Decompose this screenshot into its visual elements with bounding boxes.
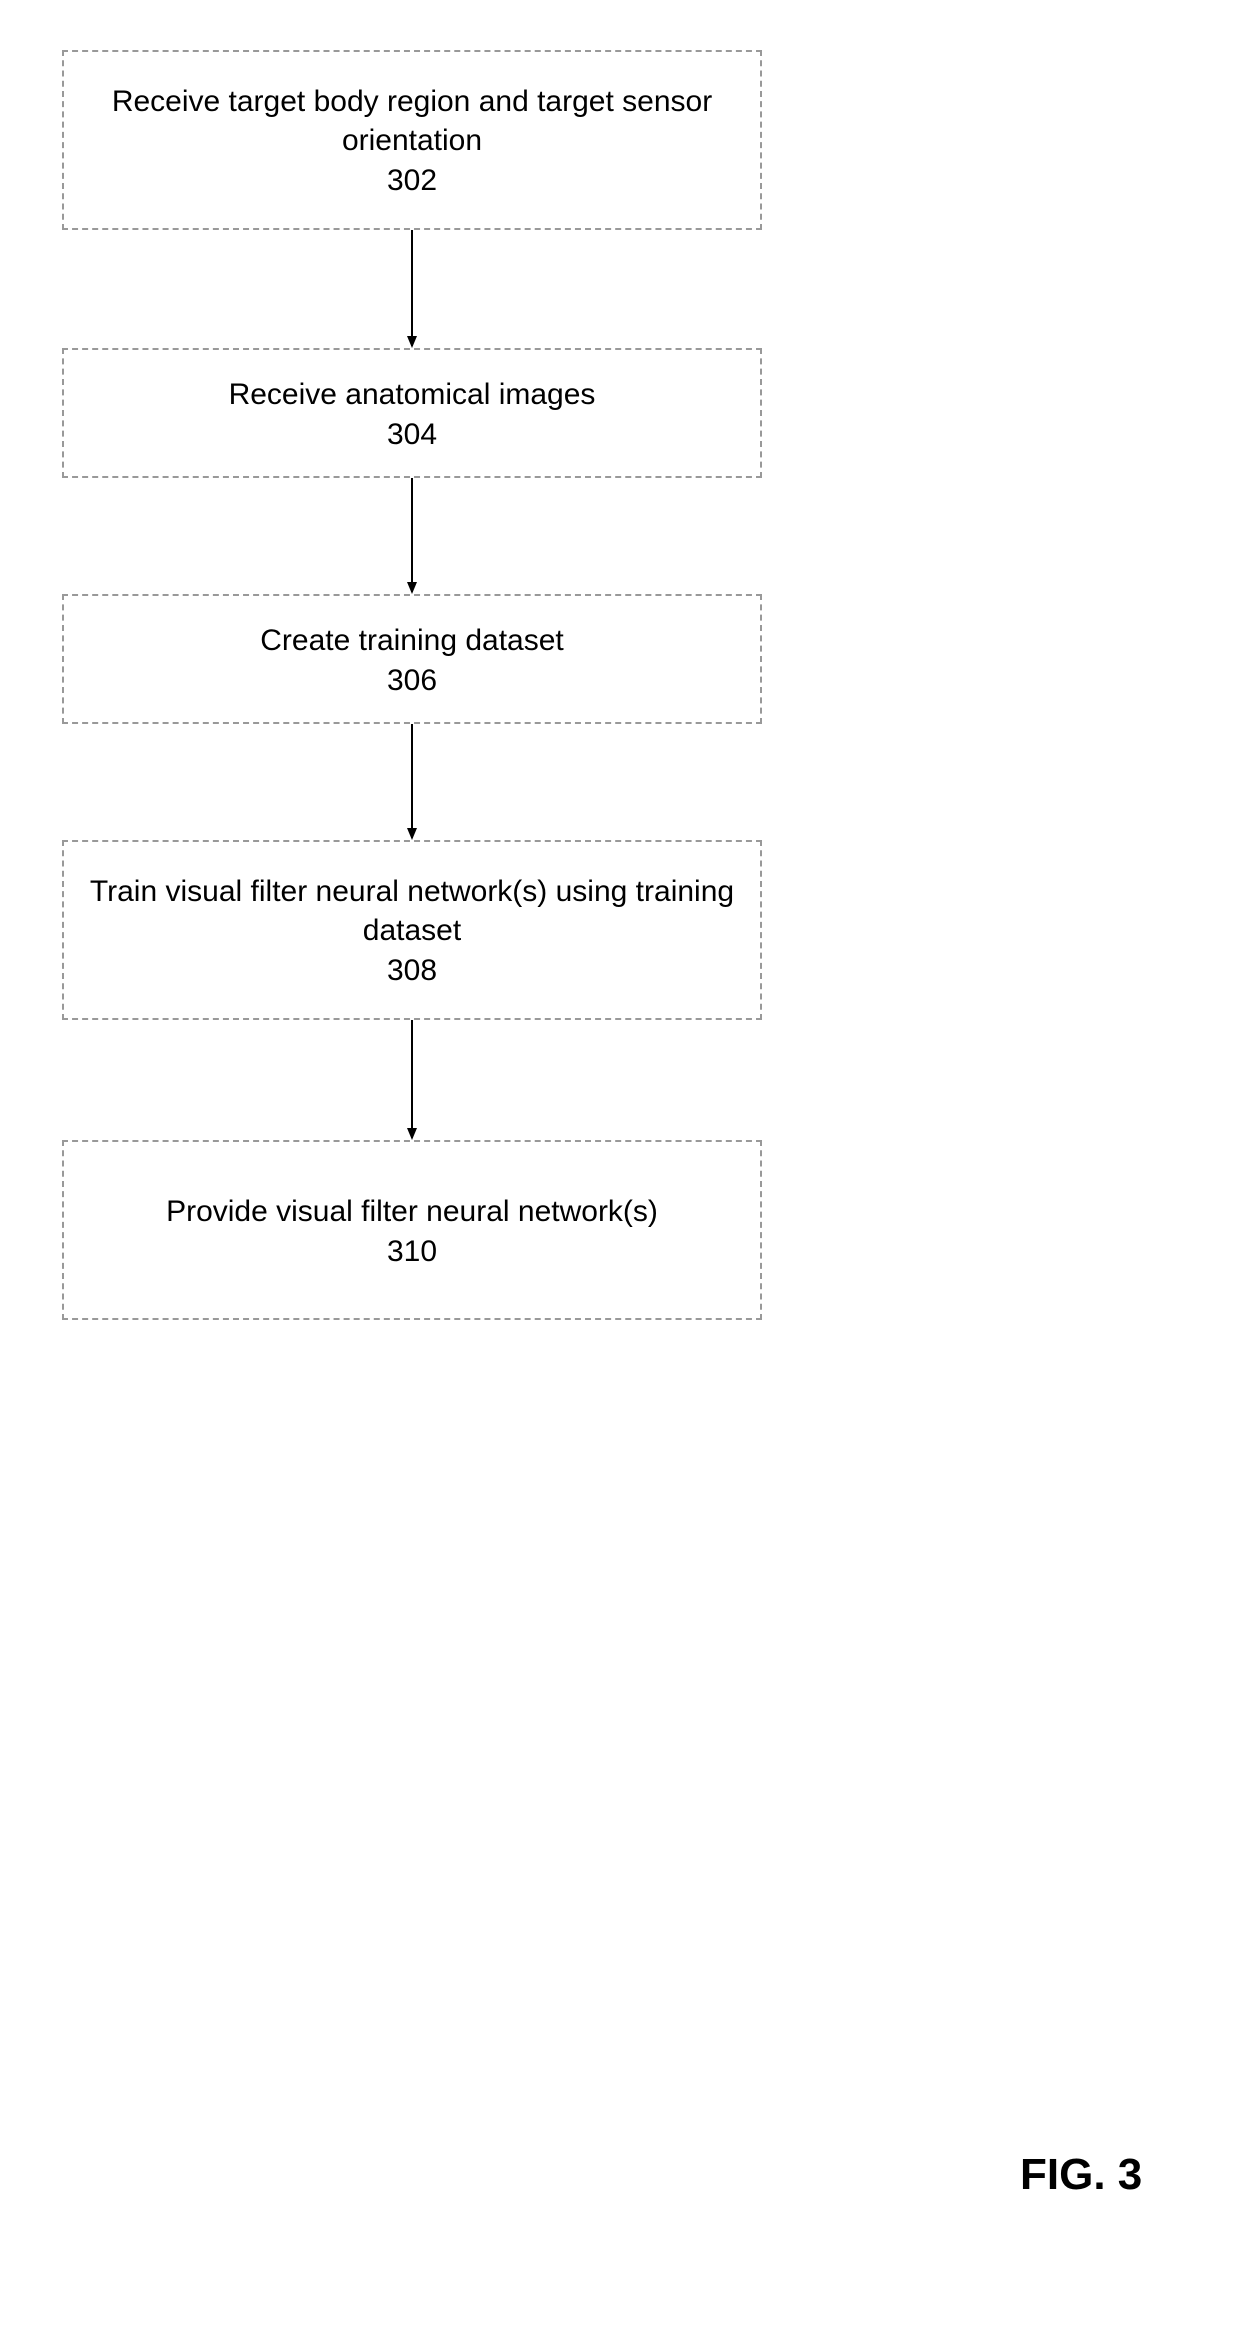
figure-label: FIG. 3 [1020, 2150, 1142, 2200]
node-310-text: Provide visual filter neural network(s) [166, 1192, 658, 1231]
node-304-text: Receive anatomical images [229, 375, 596, 414]
node-302-num: 302 [387, 164, 437, 198]
node-302: Receive target body region and target se… [62, 50, 762, 230]
flowchart-canvas: Receive target body region and target se… [0, 0, 1240, 2325]
node-308-text: Train visual filter neural network(s) us… [84, 872, 740, 950]
node-308-num: 308 [387, 954, 437, 988]
node-306-text: Create training dataset [260, 621, 564, 660]
node-310-num: 310 [387, 1235, 437, 1269]
node-304-num: 304 [387, 418, 437, 452]
node-308: Train visual filter neural network(s) us… [62, 840, 762, 1020]
node-304: Receive anatomical images 304 [62, 348, 762, 478]
node-306-num: 306 [387, 664, 437, 698]
node-306: Create training dataset 306 [62, 594, 762, 724]
node-310: Provide visual filter neural network(s) … [62, 1140, 762, 1320]
node-302-text: Receive target body region and target se… [84, 82, 740, 160]
